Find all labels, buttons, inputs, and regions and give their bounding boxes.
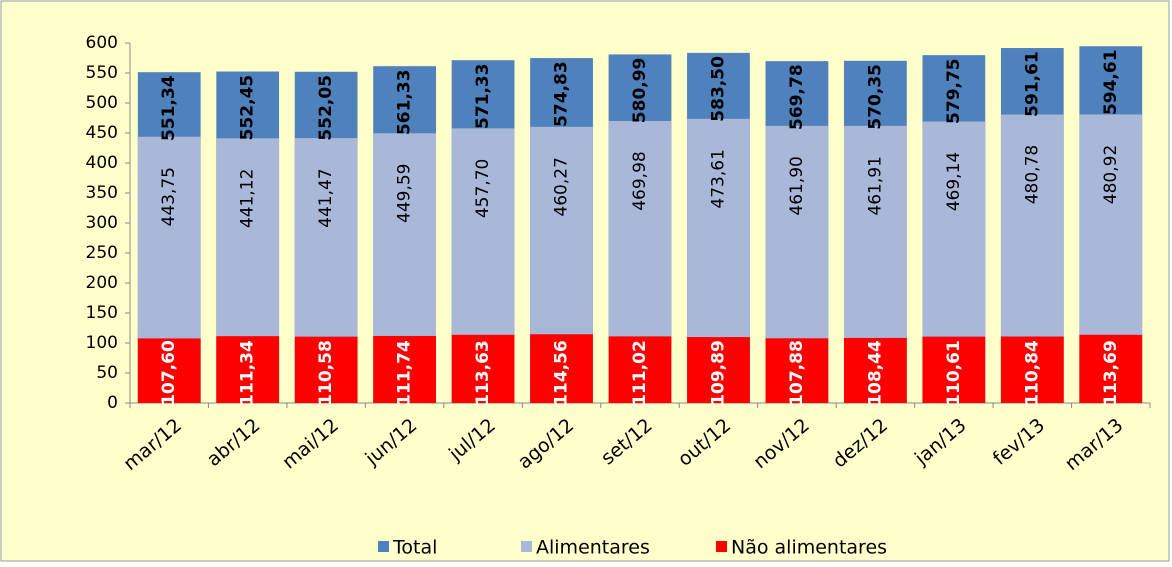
- value-label-box: [544, 345, 579, 401]
- value-label-box: [466, 345, 501, 401]
- value-label: 551,34: [159, 75, 179, 141]
- value-label: 110,61: [944, 340, 964, 406]
- y-tick-label: 400: [86, 153, 118, 173]
- value-label-box: [1093, 345, 1128, 401]
- value-label-box: [936, 345, 971, 401]
- value-label: 109,89: [708, 340, 728, 406]
- value-label-box: [623, 345, 657, 401]
- value-label: 461,90: [787, 156, 807, 215]
- value-label: 569,78: [787, 64, 807, 130]
- value-label-box: [858, 68, 893, 125]
- y-tick-label: 0: [107, 393, 118, 413]
- value-label: 480,78: [1022, 145, 1042, 204]
- value-label: 111,02: [630, 340, 650, 406]
- value-label-box: [309, 345, 344, 401]
- value-label: 110,58: [316, 340, 336, 406]
- value-label: 441,47: [316, 168, 336, 227]
- value-label-box: [623, 62, 657, 119]
- value-label-box: [387, 74, 422, 131]
- value-label: 107,88: [787, 340, 807, 406]
- value-label: 561,33: [395, 69, 415, 135]
- legend-swatch: [716, 541, 727, 552]
- value-label-box: [1015, 56, 1050, 113]
- y-tick-label: 300: [86, 213, 118, 233]
- legend-label: Total: [392, 537, 437, 559]
- value-label: 552,45: [238, 75, 258, 141]
- value-label-box: [701, 345, 736, 401]
- value-label: 594,61: [1101, 49, 1121, 115]
- value-label: 469,98: [630, 151, 650, 210]
- y-tick-label: 500: [86, 93, 118, 113]
- value-label: 574,83: [552, 61, 572, 127]
- value-label: 580,99: [630, 58, 650, 124]
- y-tick-label: 250: [86, 243, 118, 263]
- value-label: 571,33: [473, 63, 493, 129]
- value-label-box: [1093, 54, 1128, 111]
- value-label: 108,44: [865, 340, 885, 406]
- value-label: 441,12: [238, 169, 258, 228]
- value-label-box: [309, 79, 344, 136]
- value-label: 552,05: [316, 75, 336, 141]
- value-label-box: [1015, 345, 1050, 401]
- value-label-box: [152, 80, 187, 137]
- legend-label: Alimentares: [536, 537, 650, 559]
- value-label-box: [466, 68, 501, 125]
- value-label: 480,92: [1101, 145, 1121, 204]
- value-label-box: [936, 63, 971, 120]
- value-label: 591,61: [1022, 51, 1042, 117]
- value-label: 460,27: [552, 157, 572, 216]
- value-label-box: [152, 345, 187, 401]
- value-label: 473,61: [708, 149, 728, 208]
- y-tick-label: 450: [86, 123, 118, 143]
- y-tick-label: 550: [86, 63, 118, 83]
- value-label: 583,50: [708, 56, 728, 122]
- value-label: 111,74: [395, 340, 415, 406]
- legend-swatch: [521, 541, 532, 552]
- y-tick-label: 350: [86, 183, 118, 203]
- value-label-box: [230, 79, 265, 136]
- value-label: 111,34: [238, 340, 258, 406]
- value-label: 114,56: [552, 340, 572, 406]
- y-tick-label: 200: [86, 273, 118, 293]
- value-label: 457,70: [473, 159, 493, 218]
- value-label: 570,35: [865, 64, 885, 130]
- value-label: 579,75: [944, 58, 964, 124]
- value-label: 113,63: [473, 340, 493, 406]
- value-label: 110,84: [1022, 340, 1042, 406]
- value-label-box: [779, 69, 814, 126]
- value-label-box: [387, 345, 422, 401]
- y-tick-label: 600: [86, 33, 118, 53]
- value-label-box: [858, 345, 893, 401]
- legend-label: Não alimentares: [731, 537, 887, 559]
- value-label: 113,69: [1101, 340, 1121, 406]
- value-label-box: [544, 66, 579, 123]
- value-label: 107,60: [159, 340, 179, 406]
- value-label-box: [701, 60, 736, 117]
- value-label: 461,91: [865, 156, 885, 215]
- value-label: 469,14: [944, 152, 964, 211]
- value-label: 443,75: [159, 167, 179, 226]
- y-tick-label: 50: [96, 363, 118, 383]
- y-tick-label: 150: [86, 303, 118, 323]
- value-label-box: [779, 345, 814, 401]
- value-label: 449,59: [395, 164, 415, 223]
- y-tick-label: 100: [86, 333, 118, 353]
- value-label-box: [230, 345, 265, 401]
- legend-swatch: [378, 541, 389, 552]
